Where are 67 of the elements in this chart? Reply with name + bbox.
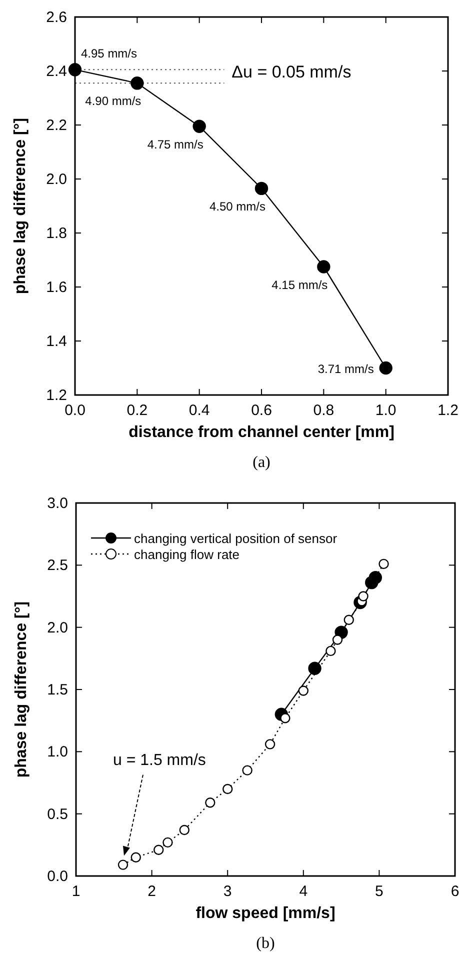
text: (a) <box>252 454 270 471</box>
x-tick-label: 4 <box>299 883 308 900</box>
annotation: 3.71 mm/s <box>318 362 374 376</box>
y-tick-label: 1.4 <box>46 333 67 350</box>
point <box>308 662 322 675</box>
annotation: Δu = 0.05 mm/s <box>232 62 352 82</box>
annotation: 4.50 mm/s <box>209 199 266 214</box>
legend-label: changing vertical position of sensor <box>134 531 338 546</box>
point <box>358 591 368 602</box>
point <box>264 739 276 750</box>
annotation: 4.75 mm/s <box>147 137 204 152</box>
annotation: u = 1.5 mm/s <box>112 752 206 769</box>
point <box>192 120 206 133</box>
point <box>317 260 330 274</box>
x-axis-title: flow speed [mm/s] <box>196 905 336 922</box>
y-tick-label: 2.0 <box>47 619 68 636</box>
point <box>298 686 308 696</box>
point <box>130 76 144 90</box>
y-tick-label: 2.5 <box>47 557 68 574</box>
point <box>332 634 343 645</box>
y-tick-label: 1.8 <box>46 225 67 242</box>
annotation: 4.95 mm/s <box>81 46 138 61</box>
y-tick-label: 1.0 <box>47 744 68 761</box>
x-tick-label: 0.2 <box>126 402 148 419</box>
y-tick-label: 2.4 <box>46 63 67 80</box>
y-tick-label: 2.2 <box>46 117 67 134</box>
x-axis-title: distance from channel center [mm] <box>128 424 394 441</box>
point <box>379 361 392 375</box>
x-tick-label: 0.8 <box>313 402 334 419</box>
x-tick-label: 6 <box>450 883 459 900</box>
x-tick-label: 0.6 <box>251 402 272 419</box>
x-tick-label: 1.0 <box>375 402 396 419</box>
point <box>118 860 128 870</box>
x-tick-label: 1 <box>72 883 80 900</box>
y-tick-label: 0.5 <box>47 806 68 823</box>
annotation: 4.15 mm/s <box>272 278 328 292</box>
y-tick-label: 2.0 <box>46 171 67 188</box>
y-tick-label: 1.6 <box>46 279 67 296</box>
y-tick-label: 1.5 <box>47 682 68 698</box>
point <box>344 614 354 625</box>
point <box>280 712 290 724</box>
x-tick-label: 5 <box>375 883 384 900</box>
point <box>242 765 252 776</box>
point <box>254 182 268 196</box>
point <box>368 571 382 584</box>
x-tick-label: 3 <box>223 883 232 900</box>
y-tick-label: 1.2 <box>46 387 67 404</box>
point <box>326 646 336 656</box>
annotation: 4.90 mm/s <box>85 94 142 108</box>
point <box>205 798 216 808</box>
x-tick-label: 1.2 <box>438 402 458 419</box>
legend-label: changing flow rate <box>134 547 240 562</box>
point <box>179 824 190 836</box>
y-tick-label: 0.0 <box>47 868 68 885</box>
x-tick-label: 0.4 <box>188 402 210 419</box>
x-tick-label: 2 <box>148 883 156 900</box>
y-tick-label: 2.6 <box>46 9 67 26</box>
point <box>162 837 173 848</box>
x-tick-label: 0.0 <box>64 402 86 419</box>
point <box>154 844 164 855</box>
point <box>222 784 233 794</box>
y-tick-label: 3.0 <box>47 495 68 512</box>
y-axis-title: phase lag difference [°] <box>12 118 29 294</box>
y-axis-title: phase lag difference [°] <box>13 601 30 778</box>
point <box>378 558 389 570</box>
text: (b) <box>256 935 275 952</box>
point <box>130 852 141 862</box>
